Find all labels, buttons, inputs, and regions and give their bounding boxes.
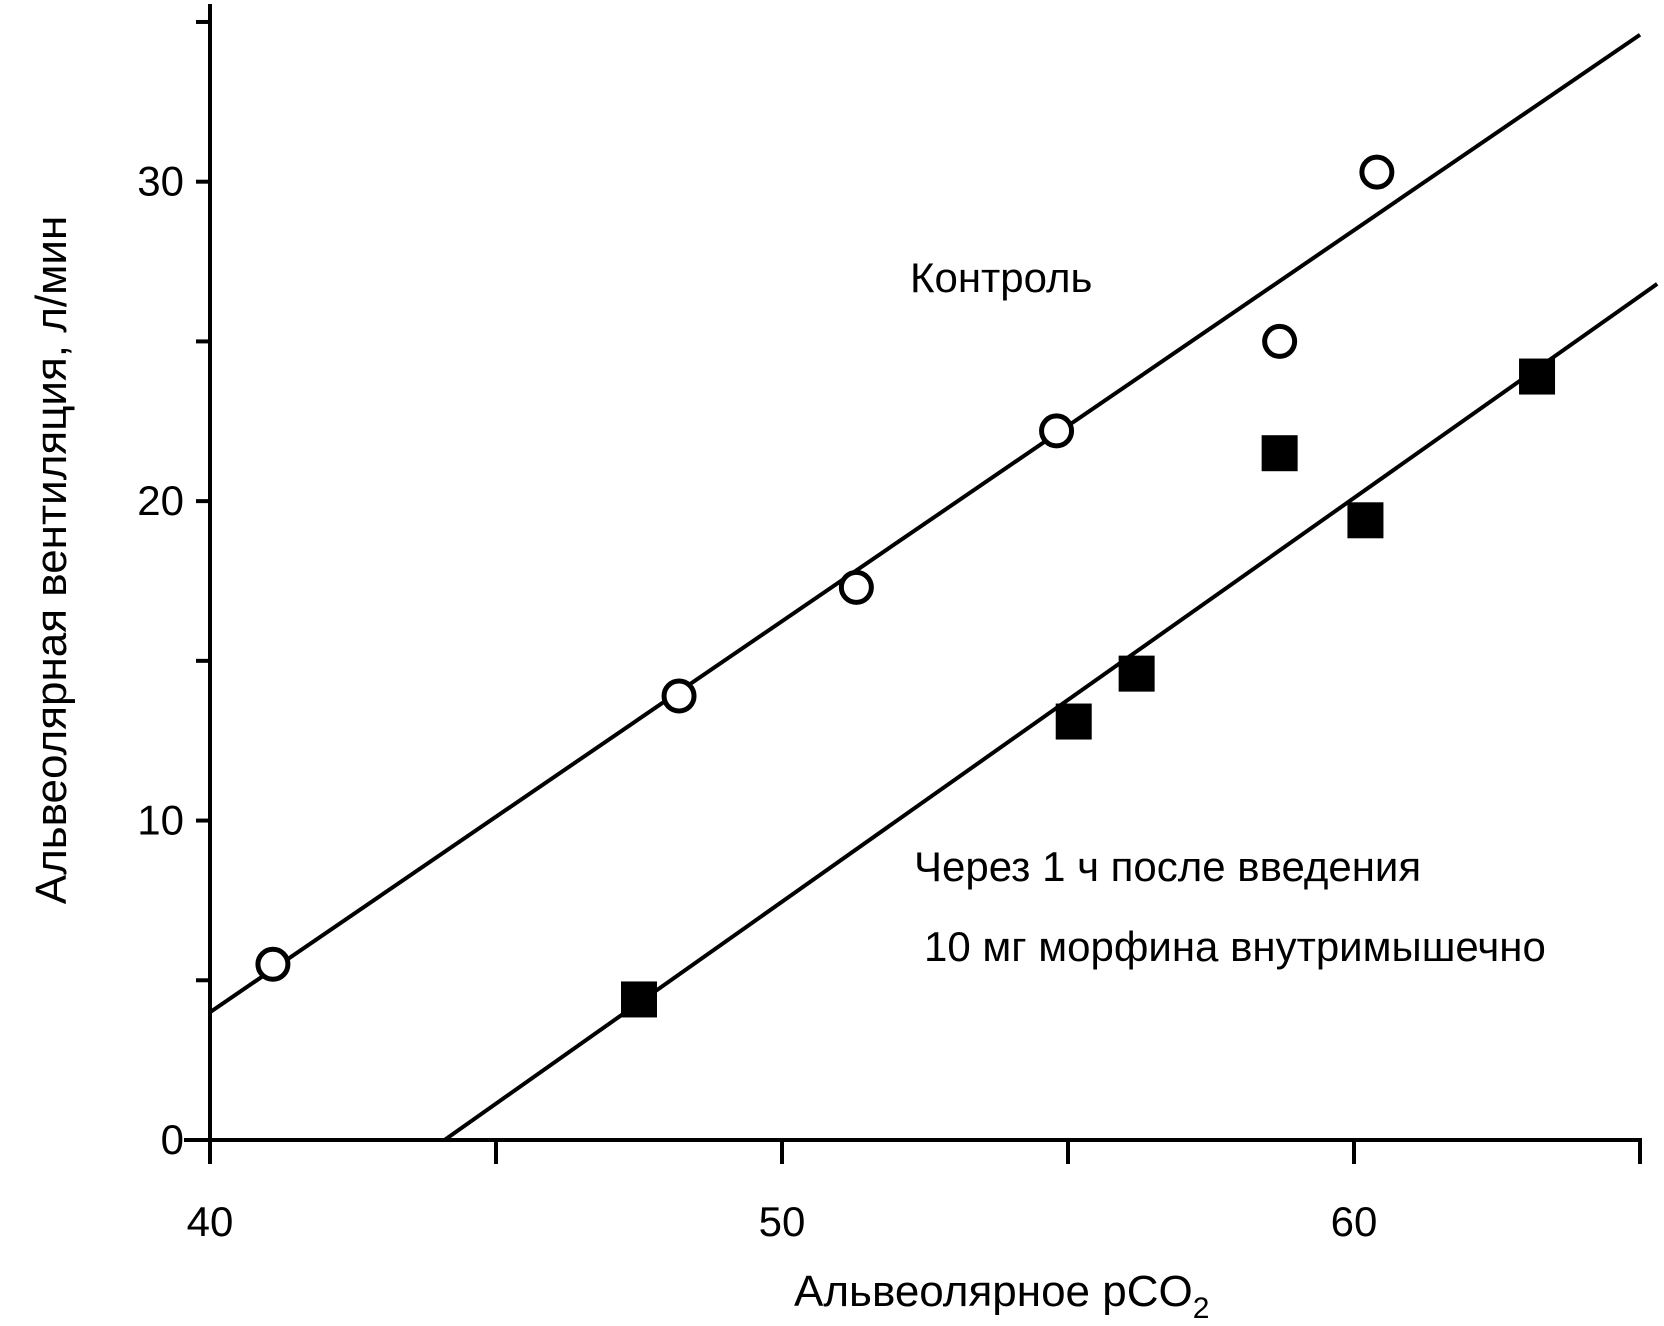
control-point: [1262, 323, 1298, 359]
morphine-point: [1519, 358, 1556, 395]
morphine-annotation-line-2: 10 мг морфина внутримышечно: [924, 923, 1546, 970]
data-points: [255, 154, 1556, 1018]
axes: [184, 4, 1642, 1160]
control-annotation: Контроль: [910, 254, 1092, 301]
y-tick-label: 0: [161, 1116, 184, 1163]
fit-lines: [208, 33, 1659, 1142]
x-axis-title: Альвеолярное pCO2: [794, 1267, 1209, 1325]
x-tick-label: 50: [759, 1198, 806, 1245]
x-axis-title-subscript: 2: [1193, 1292, 1210, 1325]
morphine-point: [1347, 502, 1384, 539]
control-point: [661, 678, 697, 714]
y-tick-label: 30: [137, 158, 184, 205]
series-0-fit-line: [208, 33, 1642, 1014]
control-point: [1039, 413, 1075, 449]
morphine-annotation-line-1: Через 1 ч после введения: [914, 843, 1421, 890]
morphine-point: [1055, 703, 1092, 740]
control-point: [255, 946, 291, 982]
y-tick-label: 10: [137, 797, 184, 844]
x-axis-title-main: Альвеолярное pCO: [794, 1267, 1193, 1316]
morphine-point: [621, 981, 657, 1018]
x-tick-label: 60: [1331, 1198, 1378, 1245]
morphine-point: [1118, 655, 1155, 692]
control-point: [838, 569, 874, 605]
y-tick-label: 20: [137, 477, 184, 524]
ticks: 0 10 20 30 40 50 60: [137, 19, 1642, 1245]
control-point: [1359, 154, 1395, 190]
morphine-point: [1261, 435, 1298, 472]
x-tick-label: 40: [187, 1198, 234, 1245]
y-axis-title: Альвеолярная вентиляция, л/мин: [27, 216, 76, 905]
